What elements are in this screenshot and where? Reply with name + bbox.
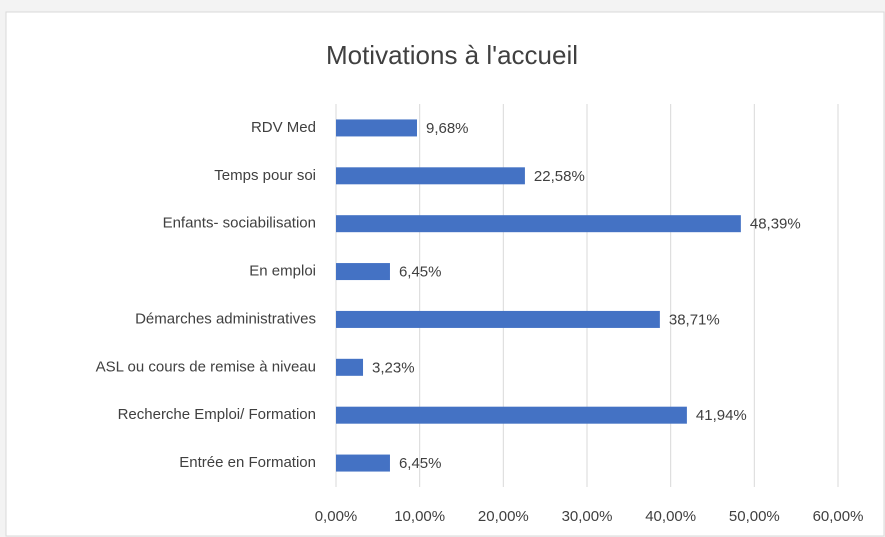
- chart-title: Motivations à l'accueil: [326, 40, 578, 70]
- x-tick-label: 30,00%: [562, 508, 613, 525]
- bar: [336, 454, 390, 472]
- value-label: 9,68%: [426, 120, 469, 137]
- bar: [336, 167, 525, 185]
- x-tick-label: 50,00%: [729, 508, 780, 525]
- x-tick-label: 20,00%: [478, 508, 529, 525]
- bar: [336, 215, 741, 233]
- bar: [336, 358, 364, 376]
- bar: [336, 310, 660, 328]
- value-label: 38,71%: [669, 311, 720, 328]
- bar: [336, 406, 687, 424]
- y-tick-label: Démarches administratives: [135, 310, 316, 327]
- bar: [336, 119, 417, 137]
- y-tick-label: Entrée en Formation: [179, 454, 316, 471]
- y-tick-label: Temps pour soi: [214, 167, 316, 184]
- x-tick-label: 40,00%: [645, 508, 696, 525]
- value-label: 6,45%: [399, 455, 442, 472]
- value-label: 3,23%: [372, 359, 415, 376]
- y-tick-label: ASL ou cours de remise à niveau: [96, 358, 316, 375]
- value-label: 6,45%: [399, 264, 442, 281]
- bar: [336, 263, 390, 281]
- value-label: 22,58%: [534, 168, 585, 185]
- value-label: 41,94%: [696, 407, 747, 424]
- x-tick-label: 0,00%: [315, 508, 358, 525]
- x-tick-label: 60,00%: [813, 508, 864, 525]
- y-tick-label: En emploi: [249, 263, 316, 280]
- y-tick-label: RDV Med: [251, 119, 316, 136]
- chart-area: [5, 11, 885, 537]
- x-tick-label: 10,00%: [394, 508, 445, 525]
- y-tick-label: Enfants- sociabilisation: [163, 215, 316, 232]
- y-tick-label: Recherche Emploi/ Formation: [118, 406, 316, 423]
- value-label: 48,39%: [750, 216, 801, 233]
